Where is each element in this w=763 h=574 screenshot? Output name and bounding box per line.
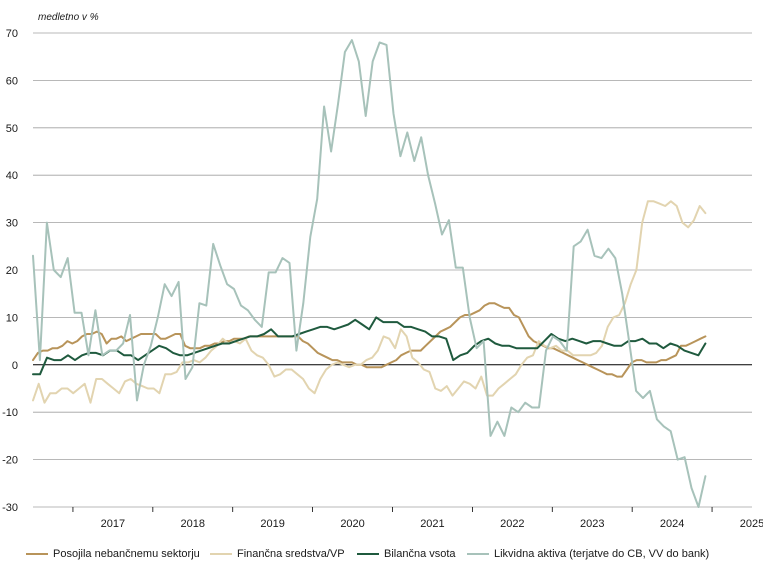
y-axis: 70 60 50 40 30 20 10 0 -10 -20 -30 — [2, 28, 18, 514]
y-tick-label: 0 — [12, 360, 18, 372]
y-tick-label: -20 — [2, 455, 18, 467]
x-tick-label: 2018 — [181, 518, 205, 530]
chart: 70 60 50 40 30 20 10 0 -10 -20 -30 2017 2018 2019 202… — [2, 28, 763, 530]
legend-swatch-liquid-assets — [467, 553, 489, 555]
legend-label-liquid-assets: Likvidna aktiva (terjatve do CB, VV do b… — [494, 548, 710, 560]
series-line-3 — [32, 39, 707, 508]
legend: Posojila nebančnemu sektorju Finančna sr… — [0, 542, 763, 568]
legend-label-loans: Posojila nebančnemu sektorju — [53, 548, 200, 560]
y-axis-unit-label: medletno v % — [38, 12, 99, 23]
y-tick-label: 70 — [6, 28, 18, 40]
y-tick-label: 20 — [6, 265, 18, 277]
legend-item-financial-assets: Finančna sredstva/VP — [210, 548, 345, 560]
legend-label-balance-sheet: Bilančna vsota — [384, 548, 456, 560]
y-tick-label: -10 — [2, 407, 18, 419]
series-lines — [32, 39, 707, 508]
legend-item-loans: Posojila nebančnemu sektorju — [26, 548, 200, 560]
x-axis: 2017 2018 2019 2020 2021 2022 2023 2024 2025 — [72, 507, 763, 530]
x-tick-label: 2022 — [500, 518, 524, 530]
x-tick-label: 2017 — [101, 518, 125, 530]
x-tick-label: 2024 — [660, 518, 684, 530]
series-line-0 — [32, 302, 707, 378]
legend-label-financial-assets: Finančna sredstva/VP — [237, 548, 345, 560]
legend-swatch-balance-sheet — [357, 553, 379, 555]
y-tick-label: 50 — [6, 123, 18, 135]
x-tick-label: 2021 — [420, 518, 444, 530]
y-tick-label: 10 — [6, 312, 18, 324]
series-line-1 — [32, 200, 707, 404]
y-tick-label: 40 — [6, 170, 18, 182]
legend-item-balance-sheet: Bilančna vsota — [357, 548, 456, 560]
x-tick-label: 2019 — [260, 518, 284, 530]
legend-swatch-financial-assets — [210, 553, 232, 555]
series-line-2 — [32, 316, 707, 376]
y-tick-label: -30 — [2, 502, 18, 514]
legend-swatch-loans — [26, 553, 48, 555]
x-tick-label: 2023 — [580, 518, 604, 530]
legend-item-liquid-assets: Likvidna aktiva (terjatve do CB, VV do b… — [467, 548, 709, 560]
y-tick-label: 60 — [6, 75, 18, 87]
y-tick-label: 30 — [6, 218, 18, 230]
x-tick-label: 2025 — [740, 518, 763, 530]
x-tick-label: 2020 — [340, 518, 364, 530]
